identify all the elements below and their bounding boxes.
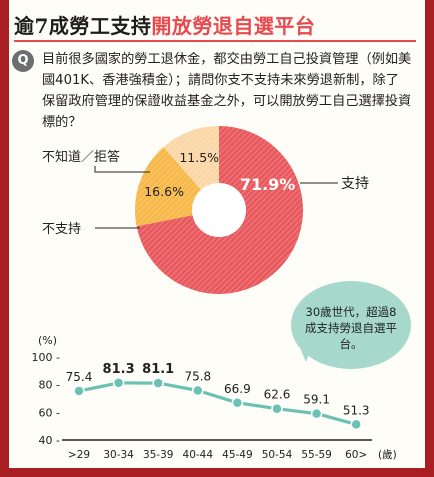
data-value-label: 75.4: [66, 370, 93, 384]
pie-value-label: 11.5%: [179, 150, 219, 165]
title-underline: [14, 40, 416, 42]
pie-value-label: 71.9%: [240, 175, 296, 194]
x-tick-label: 35-39: [143, 449, 174, 461]
data-point: [192, 384, 204, 397]
pie-category-label-oppose: 不支持: [42, 222, 81, 237]
y-tick-label: 60 -: [39, 406, 60, 419]
data-value-label: 81.1: [142, 362, 174, 377]
x-tick-label: 60>: [345, 449, 367, 461]
pie-value-label: 16.6%: [144, 184, 184, 199]
data-point: [73, 385, 85, 397]
x-axis-unit: (歲): [378, 448, 397, 461]
data-point: [152, 377, 164, 389]
data-value-label: 81.3: [103, 362, 135, 377]
line-chart: (%) 40 - 60 - 80 - 100 - 75.4 >29 81.3 30-34 81.1…: [32, 281, 411, 461]
data-point: [271, 402, 283, 415]
annotation-bubble-tail: [300, 343, 313, 362]
pie-category-label-unknown: 不知道／拒答: [42, 149, 120, 165]
data-point: [112, 377, 125, 389]
annotation-text: 30歲世代，超過8成支持勞退自選平台。: [305, 305, 397, 351]
data-point: [350, 418, 362, 431]
leader-line-unknown: [94, 166, 150, 173]
donut-hole: [192, 183, 246, 237]
data-value-label: 62.6: [264, 388, 291, 402]
title-accent: 開放勞退自選平台: [151, 14, 316, 38]
y-tick-label: 80 -: [39, 379, 60, 392]
y-tick-label: 40 -: [39, 434, 60, 447]
series-line: [78, 381, 357, 426]
data-point: [231, 397, 244, 409]
data-value-label: 66.9: [224, 382, 251, 396]
data-value-label: 75.8: [184, 370, 211, 384]
data-value-label: 51.3: [343, 403, 370, 417]
annotation-bubble: [291, 281, 411, 369]
title-lead: 逾7成勞工支持: [14, 14, 152, 38]
data-value-label: 59.1: [303, 393, 330, 407]
x-tick-label: 30-34: [103, 449, 134, 461]
x-tick-label: 55-59: [301, 449, 332, 461]
page-title: 逾7成勞工支持開放勞退自選平台: [14, 10, 315, 39]
x-tick-label: 50-54: [262, 449, 293, 461]
x-tick-label: 45-49: [222, 449, 253, 461]
x-tick-label: >29: [68, 449, 90, 461]
y-axis-unit: (%): [38, 334, 57, 347]
question-badge: Q: [12, 50, 34, 72]
x-tick-label: 40-44: [183, 449, 214, 461]
pie-category-label-support: 支持: [341, 176, 369, 192]
y-tick-label: 100 -: [32, 351, 60, 364]
question-text: 目前很多國家的勞工退休金，都交由勞工自己投資管理（例如美國401K、香港強積金）…: [42, 52, 412, 130]
data-point: [310, 407, 323, 420]
